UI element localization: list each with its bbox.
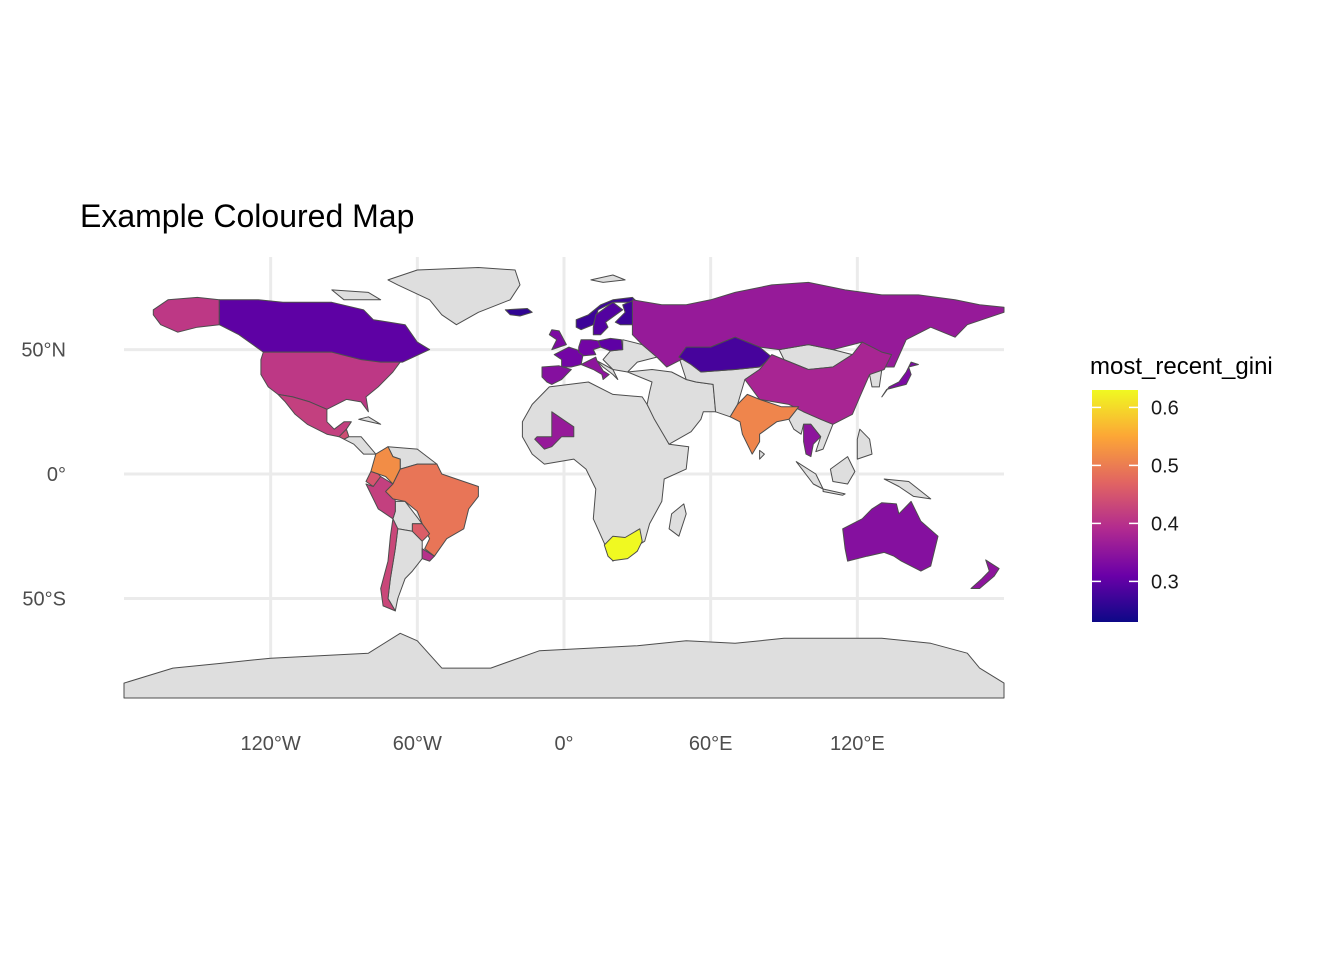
country-china — [744, 341, 893, 425]
country-guatemala — [338, 428, 350, 440]
country-no-data — [343, 436, 377, 455]
country-poland — [597, 337, 624, 352]
country-thailand — [803, 423, 822, 458]
y-tick-label: 0° — [47, 464, 66, 486]
country-india — [729, 393, 800, 455]
legend-tick-label: 0.4 — [1151, 513, 1179, 535]
country-no-data — [829, 456, 856, 485]
country-france — [553, 346, 585, 368]
legend-tick-label: 0.3 — [1151, 571, 1179, 593]
country-no-data — [668, 503, 687, 537]
country-no-data — [883, 478, 932, 500]
country-sweden — [592, 301, 624, 336]
x-tick-label: 120°W — [241, 733, 301, 755]
country-italy — [580, 356, 610, 380]
legend-title: most_recent_gini — [1090, 353, 1273, 380]
legend-colorbar — [1092, 390, 1138, 622]
country-iceland — [504, 308, 533, 317]
country-south-africa — [603, 528, 643, 562]
country-alaska-united-states — [152, 296, 220, 333]
country-no-data — [822, 488, 846, 496]
country-brazil — [385, 463, 479, 557]
x-tick-label: 120°E — [830, 733, 885, 755]
country-germany — [578, 339, 602, 357]
legend-tick-label: 0.6 — [1151, 397, 1179, 419]
country-no-data — [759, 449, 765, 460]
country-paraguay — [411, 523, 431, 542]
country-greenland — [387, 267, 521, 326]
country-shapes — [123, 267, 1005, 699]
country-canada — [218, 299, 431, 368]
colorbar-legend: most_recent_gini 0.3 0.4 0.5 0.6 — [1090, 353, 1273, 622]
country-norway — [575, 296, 638, 331]
axis-labels: 120°W 60°W 0° 60°E 120°E 50°N 0° 50°S — [21, 340, 884, 755]
x-tick-label: 60°W — [393, 733, 442, 755]
legend-tick-label: 0.5 — [1151, 455, 1179, 477]
country-peru — [365, 476, 396, 520]
country-mali — [534, 411, 575, 450]
y-tick-label: 50°S — [22, 588, 66, 610]
country-no-data — [331, 289, 382, 301]
country-spain — [541, 365, 572, 385]
x-tick-label: 60°E — [689, 733, 733, 755]
country-united-kingdom — [548, 329, 567, 351]
country-japan — [881, 361, 919, 398]
country-new-zealand — [970, 559, 1000, 589]
country-no-data — [358, 416, 382, 425]
country-antarctica — [123, 632, 1005, 699]
x-tick-label: 0° — [554, 733, 573, 755]
country-no-data — [856, 428, 873, 460]
y-tick-label: 50°N — [21, 340, 66, 362]
map-title: Example Coloured Map — [80, 198, 415, 234]
country-no-data — [627, 369, 717, 445]
country-united-states — [260, 351, 401, 413]
country-mexico — [277, 393, 352, 438]
country-chile — [380, 518, 399, 612]
country-no-data — [596, 360, 619, 380]
country-no-data — [590, 274, 626, 283]
country-australia — [842, 500, 939, 572]
country-uruguay — [421, 548, 435, 562]
